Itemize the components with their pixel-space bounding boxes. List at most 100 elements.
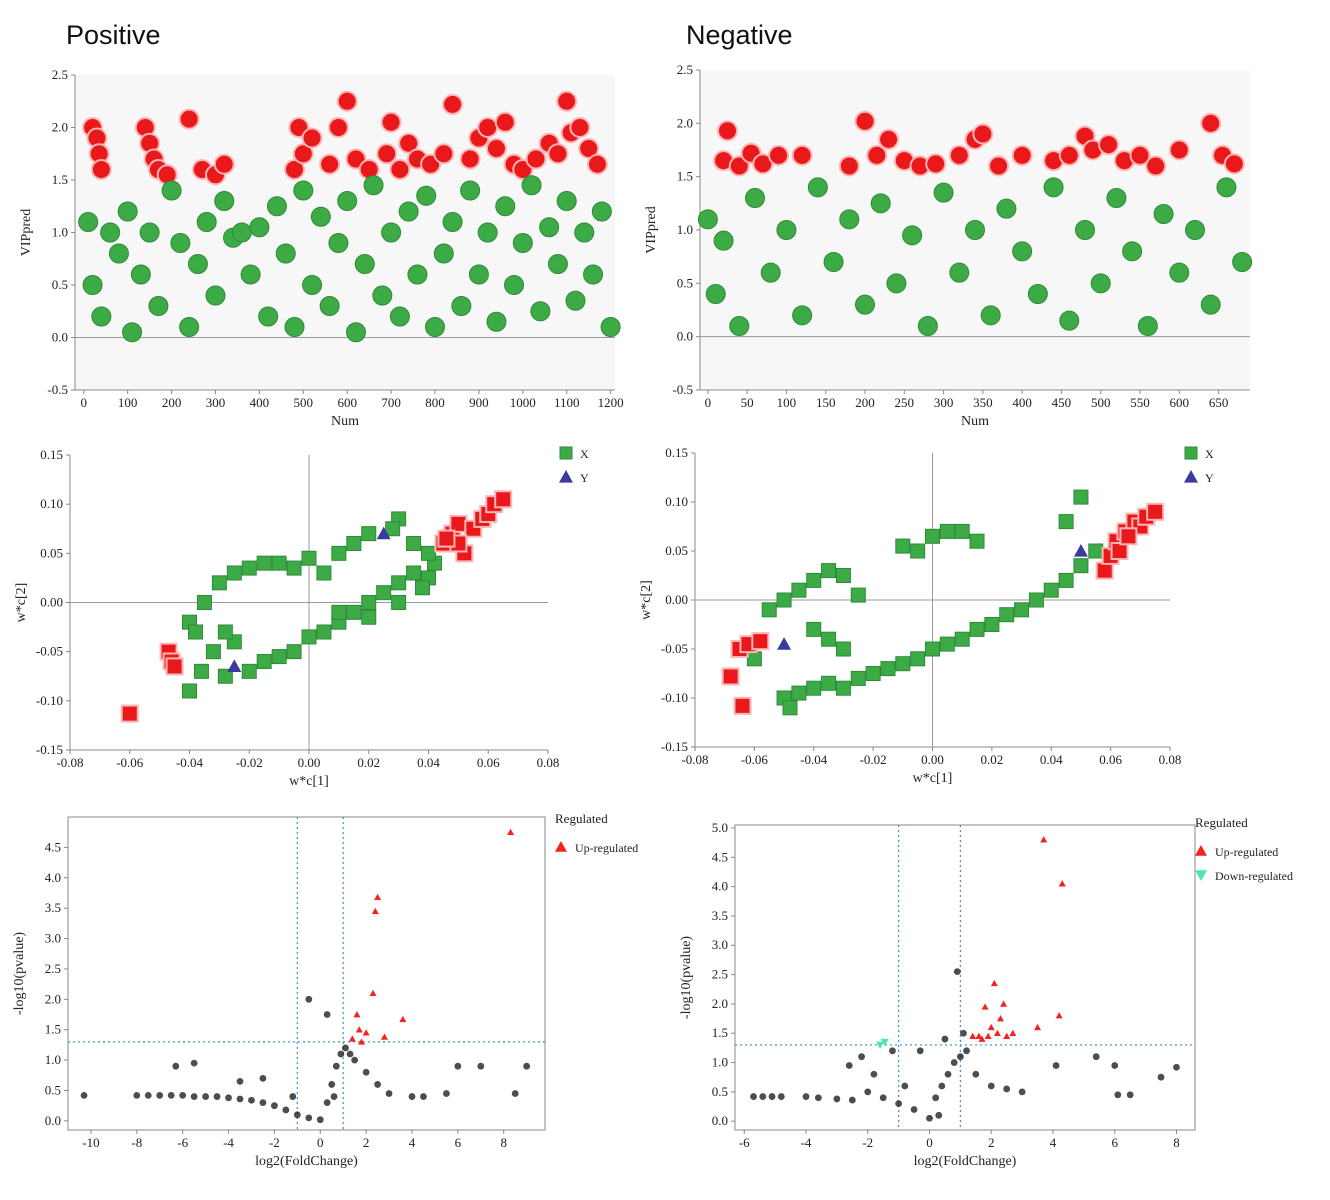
y-tick-label: 2.5 bbox=[677, 62, 693, 77]
x-tick-label: 0 bbox=[81, 395, 88, 410]
y-tick-label: 1.5 bbox=[677, 169, 693, 184]
x-tick-label: 8 bbox=[1173, 1135, 1180, 1150]
vip-point-low bbox=[117, 201, 138, 222]
volcano-point-nonsig bbox=[759, 1093, 767, 1100]
loading-point-x-high bbox=[751, 632, 770, 651]
x-tick-label: 200 bbox=[162, 395, 182, 410]
volcano-point-nonsig bbox=[935, 1111, 943, 1119]
legend-swatch-up bbox=[555, 841, 567, 852]
loading-point-x bbox=[256, 555, 272, 571]
x-tick-label: -6 bbox=[739, 1135, 750, 1150]
volcano-point-nonsig bbox=[323, 1099, 331, 1107]
vip-point-low bbox=[345, 322, 366, 343]
vip-point-high bbox=[866, 144, 888, 166]
legend-title: Regulated bbox=[1195, 815, 1248, 830]
x-tick-label: 0 bbox=[926, 1135, 933, 1150]
vip-point-high bbox=[547, 143, 569, 165]
loading-point-x bbox=[331, 604, 347, 620]
header-positive: Positive bbox=[66, 20, 161, 50]
x-tick-label: 200 bbox=[855, 395, 875, 410]
vip-point-low bbox=[407, 264, 428, 285]
y-axis-label: VIPpred bbox=[644, 206, 659, 253]
volcano-point-up bbox=[978, 1035, 986, 1042]
volcano-point-nonsig bbox=[80, 1091, 88, 1099]
volcano-point-nonsig bbox=[1092, 1053, 1100, 1061]
volcano-point-up bbox=[399, 1015, 407, 1023]
vip-point-low bbox=[949, 262, 970, 283]
vip-point-low bbox=[293, 180, 314, 201]
volcano-point-nonsig bbox=[282, 1106, 290, 1114]
volcano-point-nonsig bbox=[248, 1096, 255, 1104]
x-tick-label: -10 bbox=[82, 1135, 99, 1150]
vip-point-low bbox=[170, 233, 191, 253]
chart-positive-volcano: -10 -8 -6 -4 -2 0 2 4 6 8 0.0 0.5 1.0 1.5 2.0 2.5 3.0 3.5… bbox=[12, 811, 638, 1169]
volcano-point-nonsig bbox=[901, 1082, 909, 1090]
volcano-point-nonsig bbox=[259, 1099, 267, 1107]
x-tick-label: -4 bbox=[801, 1135, 812, 1150]
volcano-point-up bbox=[358, 1038, 366, 1045]
vip-point-high bbox=[389, 159, 411, 180]
volcano-point-nonsig bbox=[777, 1093, 785, 1100]
volcano-point-down bbox=[876, 1041, 885, 1049]
vip-point-low bbox=[1090, 273, 1111, 294]
vip-point-low bbox=[1027, 284, 1048, 304]
vip-point-low bbox=[354, 254, 375, 274]
volcano-point-up bbox=[997, 1015, 1005, 1022]
volcano-point-nonsig bbox=[179, 1091, 187, 1099]
volcano-point-nonsig bbox=[953, 968, 961, 976]
vip-point-low bbox=[460, 180, 481, 201]
loading-point-x bbox=[895, 656, 911, 672]
loading-point-x-high bbox=[1146, 502, 1165, 521]
volcano-point-nonsig bbox=[293, 1111, 301, 1119]
vip-point-low bbox=[760, 262, 781, 283]
loading-point-x bbox=[925, 641, 940, 657]
vip-point-low bbox=[91, 306, 112, 327]
volcano-point-nonsig bbox=[305, 995, 313, 1003]
loading-point-x bbox=[415, 580, 431, 596]
legend-swatch-down bbox=[1195, 870, 1207, 881]
x-tick-label: -0.02 bbox=[860, 752, 887, 767]
legend-swatch-y bbox=[1184, 470, 1198, 483]
y-tick-label: 0.0 bbox=[677, 329, 693, 344]
vip-point-low bbox=[776, 220, 797, 240]
y-tick-label: 0.5 bbox=[712, 1084, 728, 1099]
loading-point-x-high bbox=[120, 704, 139, 723]
volcano-point-nonsig bbox=[330, 1093, 338, 1100]
loading-point-x bbox=[850, 587, 866, 603]
x-tick-label: 0.02 bbox=[357, 755, 380, 770]
vip-point-low bbox=[902, 225, 923, 246]
x-tick-label: 700 bbox=[381, 395, 401, 410]
y-tick-label: 0.5 bbox=[677, 275, 693, 290]
vip-point-low bbox=[886, 273, 907, 294]
volcano-point-nonsig bbox=[346, 1050, 354, 1058]
y-tick-label: 0.00 bbox=[665, 592, 688, 607]
loading-point-x bbox=[361, 609, 377, 625]
vip-point-high bbox=[442, 93, 464, 115]
x-axis-label: log2(FoldChange) bbox=[914, 1154, 1017, 1169]
volcano-point-nonsig bbox=[1173, 1063, 1180, 1071]
loading-point-x bbox=[286, 644, 302, 660]
vip-point-high bbox=[433, 143, 455, 165]
volcano-point-up bbox=[1055, 1012, 1063, 1019]
volcano-point-nonsig bbox=[337, 1050, 345, 1058]
vip-point-low bbox=[258, 306, 279, 327]
x-tick-label: 0.04 bbox=[417, 755, 440, 770]
vip-point-low bbox=[855, 294, 875, 315]
loading-point-x bbox=[196, 595, 212, 610]
loading-point-x bbox=[361, 595, 377, 610]
vip-point-low bbox=[792, 305, 813, 326]
legend-swatch-up bbox=[1195, 845, 1207, 856]
volcano-point-up bbox=[975, 1032, 983, 1039]
y-tick-label: 4.5 bbox=[45, 839, 61, 854]
x-tick-label: 1100 bbox=[554, 395, 580, 410]
loading-point-x bbox=[211, 575, 227, 591]
loading-point-x bbox=[939, 636, 955, 652]
loading-point-x bbox=[1073, 558, 1089, 574]
loading-point-x-high bbox=[1095, 561, 1114, 580]
x-tick-label: -0.06 bbox=[741, 752, 769, 767]
volcano-point-nonsig bbox=[916, 1047, 924, 1055]
y-tick-label: 2.5 bbox=[45, 961, 61, 976]
loading-point-x bbox=[217, 624, 233, 640]
volcano-point-up bbox=[1058, 880, 1066, 887]
vip-point-high bbox=[988, 155, 1010, 177]
